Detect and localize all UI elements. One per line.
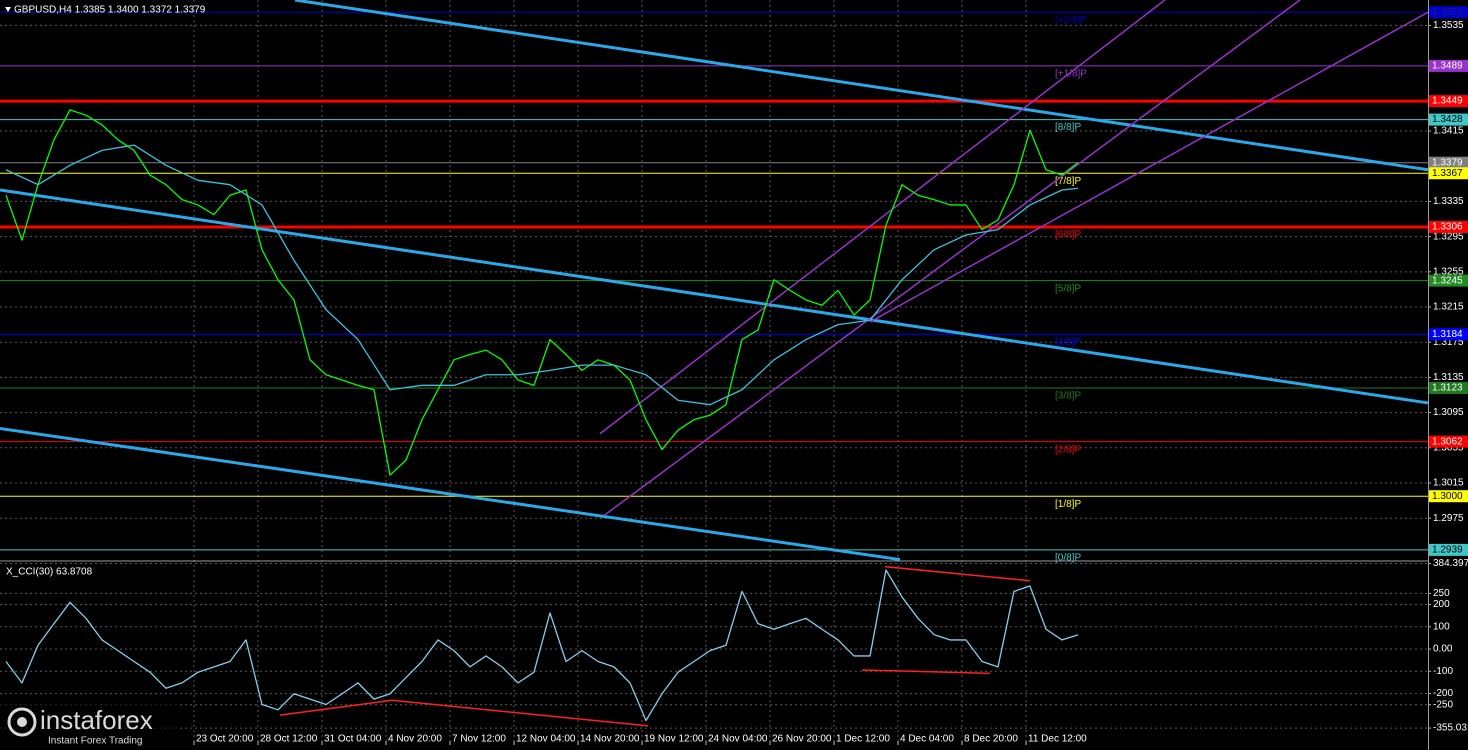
y-tick-label: 1.3215: [1433, 302, 1464, 313]
price-label-box: [1429, 6, 1468, 19]
x-tick-label: 19 Nov 12:00: [644, 734, 704, 745]
price-label: 1.2939: [1432, 545, 1463, 556]
price-label-box: [1429, 435, 1468, 448]
price-label: 1.3428: [1432, 114, 1463, 125]
y-tick-label: 200: [1433, 599, 1450, 610]
x-tick-label: 31 Oct 04:00: [324, 734, 382, 745]
murrey-label: [+2/8]P: [1055, 15, 1087, 26]
tagline: Instant Forex Trading: [48, 736, 143, 747]
trend-line: [0, 426, 901, 562]
panel-title: GBPUSD,H4 1.3385 1.3400 1.3372 1.3379: [14, 5, 206, 16]
series-line: [5, 144, 1079, 406]
series-line: [5, 569, 1079, 722]
price-label-box: [1429, 220, 1468, 233]
y-tick-label: 1.3415: [1433, 126, 1464, 137]
y-tick-label: -100: [1433, 666, 1453, 677]
murrey-label: [1/8]P: [1055, 499, 1081, 510]
price-label-box: [1429, 95, 1468, 108]
logo-icon: [7, 707, 37, 737]
x-tick-label: 24 Nov 04:00: [708, 734, 768, 745]
trend-line: [391, 699, 649, 727]
logo-icon-core: [17, 717, 27, 727]
price-label-box: [1429, 490, 1468, 503]
price-label-box: [1429, 328, 1468, 341]
x-tick-label: 8 Dec 20:00: [964, 734, 1018, 745]
murrey-label: [6/8]P: [1055, 230, 1081, 241]
price-label-box: [1429, 59, 1468, 72]
x-tick-label: 7 Nov 12:00: [452, 734, 506, 745]
trend-line: [869, 11, 1429, 323]
y-tick-label: 250: [1433, 588, 1450, 599]
murrey-label: [3/8]P: [1055, 391, 1081, 402]
y-tick-label: 1.3055: [1433, 442, 1464, 453]
price-label: 1.3245: [1432, 275, 1463, 286]
symbol-menu-arrow: [5, 7, 11, 12]
y-tick-label: -355.0319: [1433, 723, 1468, 734]
price-label: 1.3489: [1432, 61, 1463, 72]
price-label-box: [1429, 274, 1468, 287]
y-tick-label: 0.00: [1433, 644, 1453, 655]
y-tick-label: -250: [1433, 699, 1453, 710]
price-label: 1.3184: [1432, 329, 1463, 340]
y-tick-label: 384.3971: [1433, 558, 1468, 569]
panel-title: X_CCI(30) 63.8708: [6, 567, 93, 578]
trend-line: [279, 699, 393, 716]
series-line: [5, 109, 1079, 476]
price-label: 1.3449: [1432, 96, 1463, 107]
price-label: 1.3550: [1432, 7, 1463, 18]
x-tick-label: 4 Nov 20:00: [388, 734, 442, 745]
y-tick-label: 1.3175: [1433, 337, 1464, 348]
price-label-box: [1429, 543, 1468, 556]
watermark: instaforex Instant Forex Trading: [0, 704, 180, 750]
price-label-box: [1429, 113, 1468, 126]
price-label: 1.3123: [1432, 383, 1463, 394]
price-label: 1.3306: [1432, 222, 1463, 233]
y-tick-label: 1.3535: [1433, 20, 1464, 31]
y-tick-label: 1.3135: [1433, 372, 1464, 383]
x-tick-label: 23 Oct 20:00: [196, 734, 254, 745]
murrey-label: [2/8]P: [1055, 444, 1081, 455]
y-tick-label: -200: [1433, 688, 1453, 699]
x-tick-label: 1 Dec 12:00: [836, 734, 890, 745]
murrey-label: [4/8]P: [1055, 337, 1081, 348]
x-tick-label: 26 Nov 20:00: [772, 734, 832, 745]
x-tick-label: 14 Nov 20:00: [580, 734, 640, 745]
price-label-box: [1429, 156, 1468, 169]
y-tick-label: 1.2975: [1433, 513, 1464, 524]
price-label: 1.3379: [1432, 157, 1463, 168]
murrey-label: [7/8]P: [1055, 176, 1081, 187]
trend-line: [861, 669, 991, 675]
trend-line: [603, 0, 1301, 517]
price-label: 1.3062: [1432, 436, 1463, 447]
price-label: 1.3367: [1432, 168, 1463, 179]
brand: instaforex: [40, 705, 153, 735]
price-label-box: [1429, 167, 1468, 180]
y-tick-label: 1.3335: [1433, 196, 1464, 207]
murrey-label: [+1/8]P: [1055, 69, 1087, 80]
y-tick-label: 100: [1433, 621, 1450, 632]
murrey-label: [5/8]P: [1055, 283, 1081, 294]
y-tick-label: 1.3095: [1433, 407, 1464, 418]
trend-line: [884, 565, 1031, 582]
murrey-label: [8/8]P: [1055, 122, 1081, 133]
x-tick-label: 4 Dec 04:00: [900, 734, 954, 745]
y-tick-label: 1.3015: [1433, 478, 1464, 489]
price-label: 1.3000: [1432, 491, 1463, 502]
murrey-label: [0/8]P: [1055, 553, 1081, 564]
x-tick-label: 11 Dec 12:00: [1028, 734, 1087, 745]
x-tick-label: 28 Oct 12:00: [260, 734, 318, 745]
trend-line: [294, 0, 1429, 172]
trend-line: [0, 188, 1429, 405]
trend-line: [599, 0, 1166, 435]
y-tick-label: 1.3255: [1433, 266, 1464, 277]
x-tick-label: 12 Nov 04:00: [516, 734, 576, 745]
price-label-box: [1429, 381, 1468, 394]
y-tick-label: 1.3295: [1433, 231, 1464, 242]
